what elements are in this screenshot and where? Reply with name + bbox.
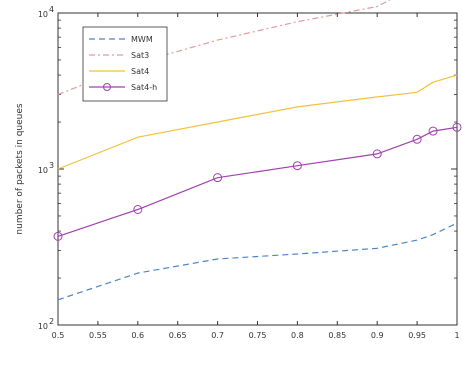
series-layer <box>53 0 462 301</box>
series-marker <box>412 134 422 144</box>
series-marker <box>428 126 438 136</box>
x-tick-label: 0.8 <box>291 331 304 340</box>
y-tick-exponent: 2 <box>49 317 54 326</box>
y-axis-label: number of packets in queues <box>15 103 25 234</box>
series-marker <box>53 231 63 241</box>
x-axis-ticks: 0.5 0.55 0.6 0.65 0.7 0.75 0.8 0.85 0.9 0.95 1 <box>52 13 460 340</box>
legend-marker <box>103 83 111 91</box>
x-tick-label: 0.7 <box>211 331 224 340</box>
legend: MWM Sat3 Sat4 Sat4-h <box>82 26 168 102</box>
series-line-0 <box>57 222 458 301</box>
x-tick-label: 0.85 <box>328 331 346 340</box>
legend-label-1: Sat3 <box>131 51 149 60</box>
legend-label-3: Sat4-h <box>131 83 157 92</box>
x-tick-label: 0.9 <box>371 331 384 340</box>
y-tick-label: 10 <box>38 166 48 175</box>
series-marker <box>452 122 462 132</box>
series-marker <box>213 173 223 183</box>
y-tick-label: 10 <box>38 322 48 331</box>
y-tick-exponent: 3 <box>49 161 54 170</box>
series-line-3 <box>57 126 458 237</box>
series-line-2 <box>57 74 458 170</box>
x-tick-label: 0.55 <box>89 331 107 340</box>
legend-label-0: MWM <box>131 35 153 44</box>
x-tick-label: 1 <box>454 331 459 340</box>
x-tick-label: 0.65 <box>169 331 187 340</box>
series-marker <box>372 149 382 159</box>
y-tick-exponent: 4 <box>49 5 54 14</box>
series-marker <box>133 205 143 215</box>
x-tick-label: 0.75 <box>249 331 267 340</box>
x-tick-label: 0.95 <box>408 331 426 340</box>
y-tick-label: 10 <box>38 10 48 19</box>
x-tick-label: 0.5 <box>52 331 65 340</box>
series-marker <box>292 161 302 171</box>
x-tick-label: 0.6 <box>131 331 144 340</box>
legend-label-2: Sat4 <box>131 67 149 76</box>
